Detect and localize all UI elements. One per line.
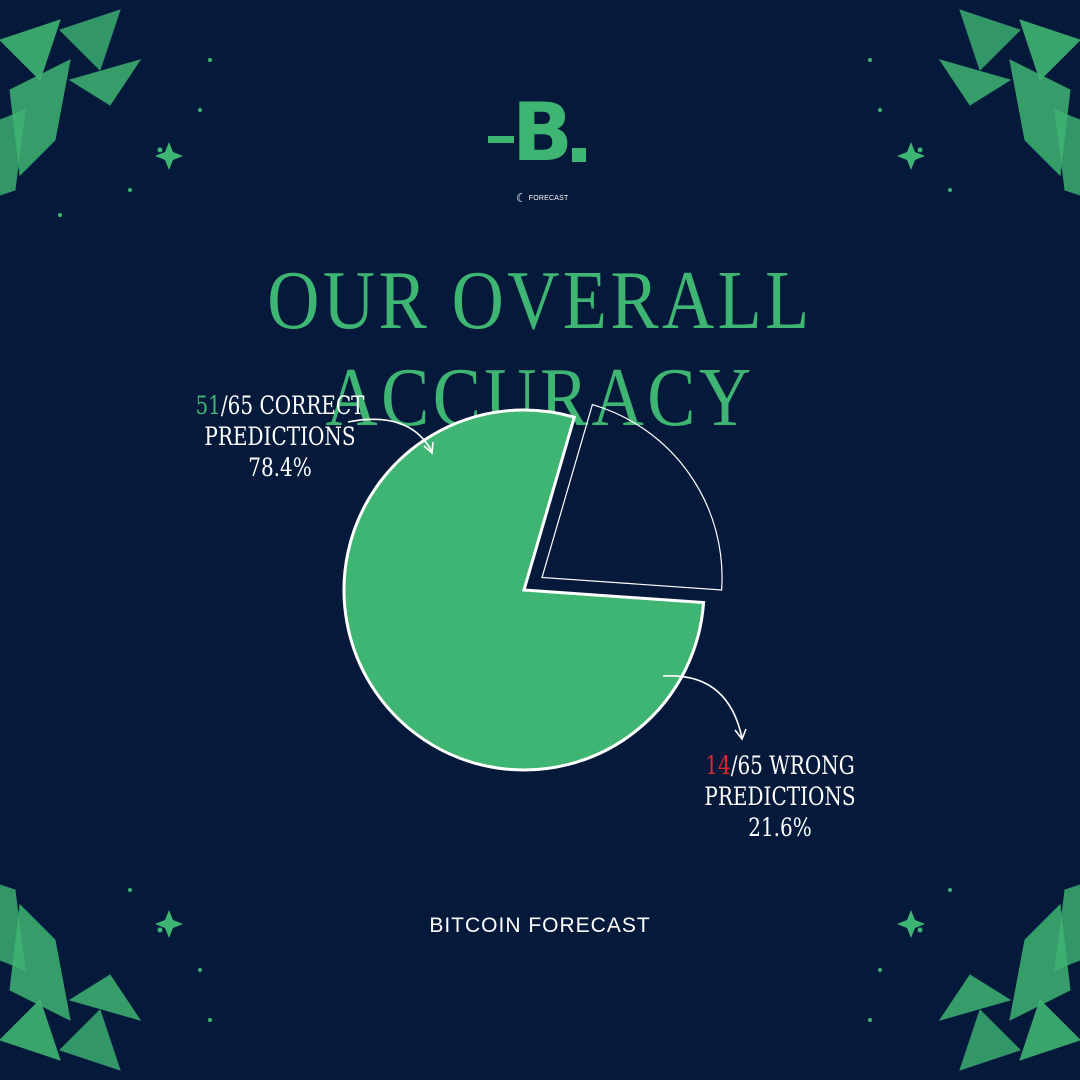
- correct-count: 51: [195, 391, 221, 420]
- wrong-count: 14: [705, 751, 731, 780]
- wrong-arrow: [662, 675, 747, 741]
- corner-decoration-bottom-left: [0, 884, 212, 1071]
- correct-word: CORRECT: [259, 391, 365, 420]
- pie-slice-wrong: [541, 403, 723, 591]
- wrong-predictions-label: 14/65 WRONG PREDICTIONS 21.6%: [684, 750, 876, 843]
- page-title: OUR OVERALL ACCURACY: [267, 254, 813, 444]
- logo-letter: B: [512, 86, 573, 179]
- wrong-percent: 21.6%: [748, 813, 812, 842]
- footer-brand: BITCOIN FORECAST: [429, 914, 651, 937]
- moon-icon: ☾: [516, 191, 527, 205]
- correct-label-line2: PREDICTIONS: [204, 422, 356, 451]
- correct-percent: 78.4%: [248, 453, 312, 482]
- logo-forecast-text: FORECAST: [528, 194, 569, 202]
- logo-dot: [572, 148, 586, 162]
- correct-total: /65: [220, 391, 254, 420]
- logo-dash: [488, 136, 514, 143]
- corner-decoration-top-left: [0, 9, 212, 217]
- wrong-label-line2: PREDICTIONS: [704, 782, 856, 811]
- pie-slice-correct: [342, 408, 706, 772]
- correct-arrow: [347, 418, 434, 455]
- wrong-word: WRONG: [769, 751, 855, 780]
- corner-decoration-top-right: [868, 9, 1080, 196]
- corner-decoration-bottom-right: [868, 884, 1080, 1071]
- logo-subtitle: ☾ FORECAST: [516, 192, 568, 204]
- brand-logo: B ☾ FORECAST: [480, 86, 600, 210]
- correct-predictions-label: 51/65 CORRECT PREDICTIONS 78.4%: [184, 390, 376, 483]
- correct-label-line1: 51/65 CORRECT: [184, 390, 376, 421]
- wrong-total: /65: [730, 751, 763, 780]
- wrong-label-line1: 14/65 WRONG: [684, 750, 876, 781]
